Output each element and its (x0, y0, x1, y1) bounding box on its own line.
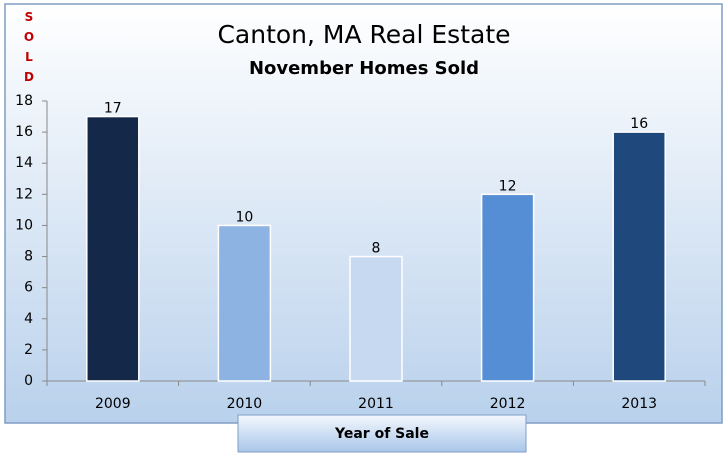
bar (217, 224, 272, 382)
x-axis-label: Year of Sale (334, 426, 429, 442)
data-label: 8 (372, 241, 381, 257)
data-label: 17 (104, 101, 122, 117)
y-tick-label: 6 (24, 280, 33, 296)
bar (349, 255, 403, 382)
y-tick-label: 16 (15, 124, 33, 140)
data-label: 12 (499, 178, 517, 194)
y-tick-label: 4 (24, 311, 33, 327)
x-tick-label: 2011 (358, 396, 394, 412)
y-tick-label: 10 (15, 217, 33, 233)
x-tick-label: 2009 (95, 396, 131, 412)
x-tick-label: 2013 (621, 396, 657, 412)
y-tick-label: 12 (15, 186, 33, 202)
data-label: 16 (630, 116, 648, 132)
y-tick-label: 0 (24, 373, 33, 389)
x-label-box (237, 414, 527, 453)
y-tick-label: 2 (24, 342, 33, 358)
x-tick-label: 2012 (490, 396, 526, 412)
y-axis-label: SOLD (22, 10, 36, 90)
y-tick-label: 8 (24, 249, 33, 265)
y-tick-label: 14 (15, 155, 33, 171)
chart-title: Canton, MA Real Estate (217, 20, 510, 49)
data-label: 10 (235, 209, 253, 225)
bar (86, 115, 140, 382)
y-tick-label: 18 (15, 93, 33, 109)
x-tick-label: 2010 (227, 396, 263, 412)
bar (480, 193, 535, 382)
bar (612, 131, 666, 382)
chart-subtitle: November Homes Sold (249, 58, 479, 79)
